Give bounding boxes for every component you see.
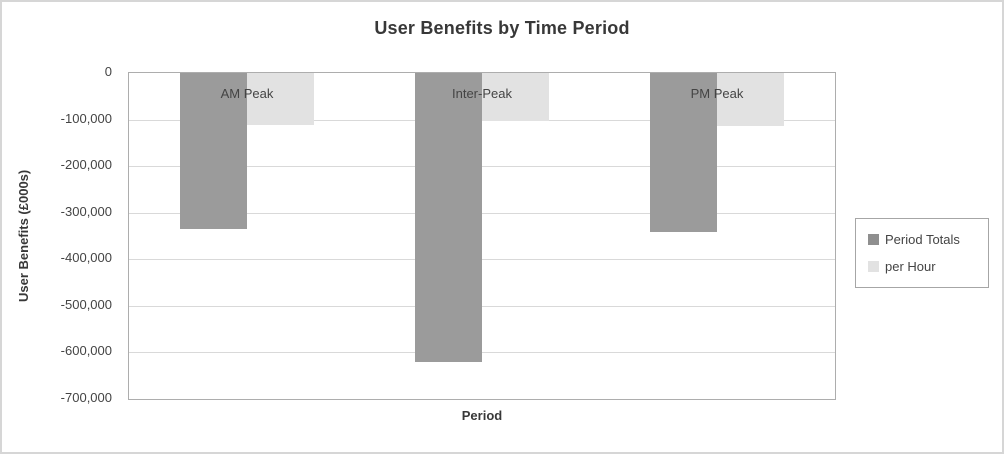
bar-period-totals <box>650 73 717 232</box>
legend: Period Totals per Hour <box>855 218 989 288</box>
category-label: AM Peak <box>220 86 274 101</box>
y-tick-label: -400,000 <box>60 250 112 265</box>
legend-label: Period Totals <box>885 231 960 247</box>
legend-item-per-hour: per Hour <box>868 259 988 274</box>
bar-per-hour <box>247 73 314 125</box>
y-tick-label: 0 <box>104 64 112 79</box>
plot-area: AM Peak Inter-Peak PM Peak <box>128 72 836 400</box>
legend-item-period-totals: Period Totals <box>868 232 988 247</box>
y-tick-label: -200,000 <box>60 157 112 172</box>
x-axis-title: Period <box>461 408 503 423</box>
y-tick-label: -700,000 <box>60 390 112 405</box>
category-label: Inter-Peak <box>452 86 512 101</box>
gridline <box>129 259 835 260</box>
y-tick-label: -600,000 <box>60 343 112 358</box>
y-tick-label: -100,000 <box>60 111 112 126</box>
legend-label: per Hour <box>885 259 936 275</box>
gridline <box>129 352 835 353</box>
chart-title: User Benefits by Time Period <box>374 18 630 38</box>
bar-per-hour <box>482 73 549 121</box>
gridline <box>129 213 835 214</box>
bar-period-totals <box>180 73 247 229</box>
bar-period-totals <box>415 73 482 362</box>
per-hour-swatch-icon <box>868 261 879 273</box>
y-tick-label: -300,000 <box>60 204 112 219</box>
y-tick-label: -500,000 <box>60 297 112 312</box>
bar-per-hour <box>717 73 784 126</box>
gridline <box>129 306 835 307</box>
gridline <box>129 166 835 167</box>
period-totals-swatch-icon <box>868 233 879 245</box>
category-label: PM Peak <box>690 86 744 101</box>
